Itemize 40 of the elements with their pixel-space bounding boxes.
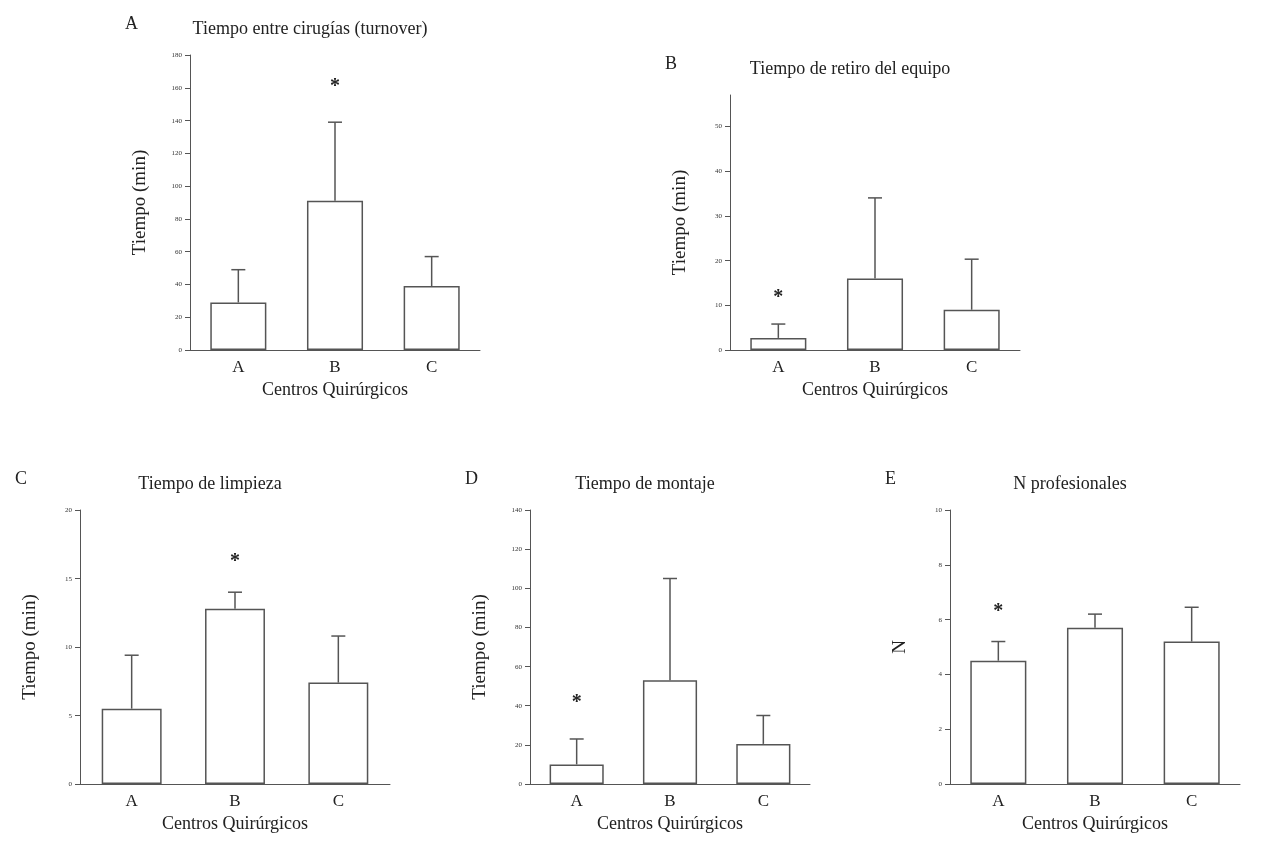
text: C — [15, 468, 28, 488]
chart-title: Tiempo entre cirugías (turnover) — [192, 18, 428, 39]
annotation: * — [230, 549, 240, 572]
x-tick-label: A — [125, 791, 139, 810]
text: D — [465, 468, 478, 488]
chart-title: Tiempo de limpieza — [138, 473, 282, 493]
text: E — [885, 468, 896, 488]
x-tick-label: C — [1185, 791, 1198, 810]
x-tick-label: B — [229, 791, 241, 810]
x-axis-title: Centros Quirúrgicos — [1021, 813, 1169, 833]
text: B — [665, 53, 678, 73]
x-tick-label: A — [232, 357, 246, 376]
x-axis-title: Centros Quirúrgicos — [801, 379, 949, 399]
x-tick-label: C — [425, 357, 438, 376]
x-tick-label: B — [329, 357, 341, 376]
x-tick-label: B — [869, 357, 881, 376]
y-axis-title: N — [888, 639, 909, 654]
y-axis-title: Tiempo (min) — [468, 594, 490, 700]
y-axis-title: Tiempo (min) — [128, 149, 150, 256]
x-tick-label: C — [757, 791, 770, 810]
annotation: * — [773, 285, 784, 308]
x-tick-label: C — [332, 791, 345, 810]
annotation: * — [571, 689, 582, 712]
chart-title: Tiempo de retiro del equipo — [749, 58, 951, 78]
annotation: * — [993, 598, 1004, 621]
x-axis-title: Centros Quirúrgicos — [596, 813, 744, 833]
x-axis-title: Centros Quirúrgicos — [161, 813, 309, 833]
chart-title: Tiempo de montaje — [575, 473, 715, 493]
x-tick-label: B — [664, 791, 676, 810]
chart-title: N profesionales — [1013, 473, 1127, 493]
x-tick-label: A — [992, 791, 1006, 810]
x-tick-label: C — [965, 357, 978, 376]
y-axis-title: Tiempo (min) — [18, 594, 40, 700]
text: A — [125, 13, 138, 33]
x-axis-title: Centros Quirúrgicos — [261, 379, 409, 399]
x-tick-label: B — [1089, 791, 1101, 810]
x-tick-label: A — [570, 791, 584, 810]
x-tick-label: A — [772, 357, 786, 376]
y-axis-title: Tiempo (min) — [668, 169, 690, 276]
annotation: * — [330, 74, 340, 97]
